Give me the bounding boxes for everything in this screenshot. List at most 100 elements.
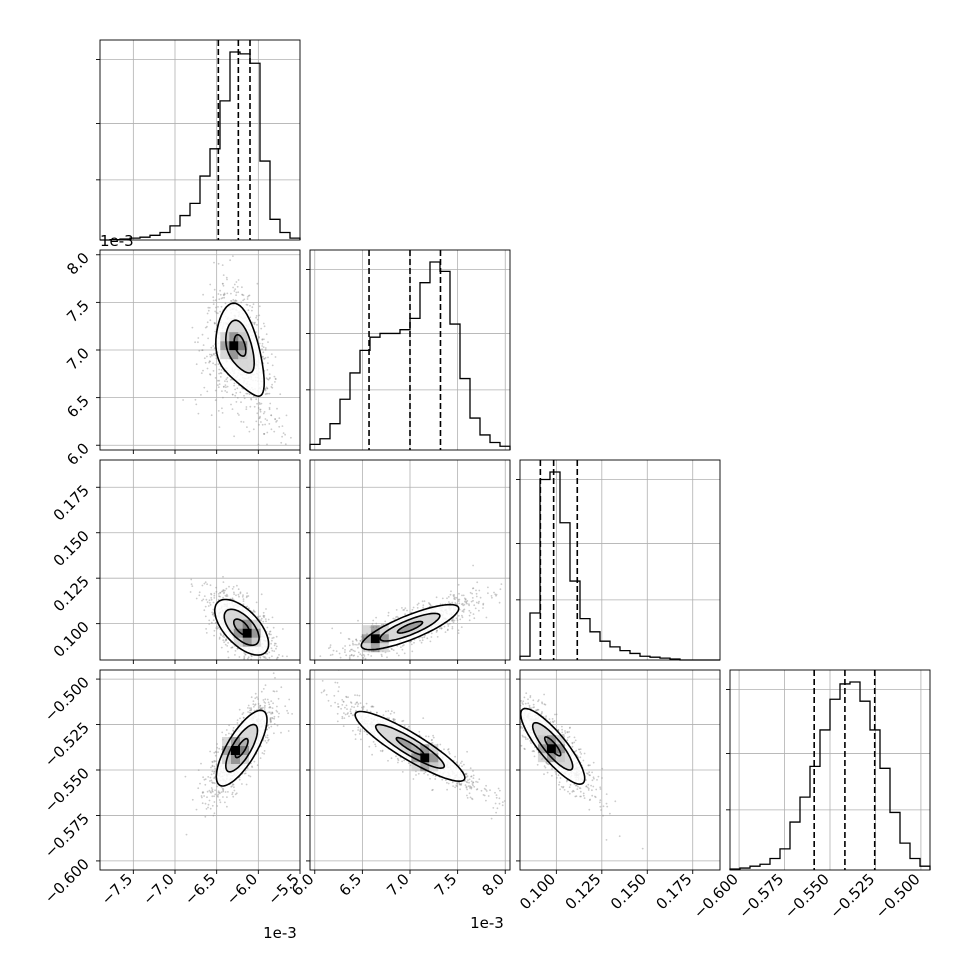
pair-3-0-sample: [242, 717, 245, 719]
pair-3-0-sample: [259, 704, 262, 707]
pair-3-0-sample: [228, 724, 231, 727]
pair-2-1-sample: [370, 655, 373, 657]
pair-1-0-sample: [245, 408, 248, 410]
pair-1-0-sample: [259, 403, 261, 405]
pair-3-1-sample: [303, 676, 305, 678]
pair-3-1-sample: [402, 719, 405, 722]
pair-2-0-sample: [207, 605, 210, 607]
pair-3-0-sample: [211, 765, 214, 768]
pair-2-1-sample: [451, 601, 454, 604]
pair-3-1-sample: [401, 760, 403, 763]
pair-3-2-sample: [568, 786, 571, 789]
pair-1-0-sample: [225, 378, 228, 381]
pair-3-0-sample: [214, 767, 217, 770]
pair-1-0-sample: [231, 393, 234, 396]
pair-2-1-sample: [453, 594, 456, 596]
pair-3-0-sample: [291, 713, 293, 715]
pair-1-0-sample: [247, 309, 250, 312]
pair-3-0-sample: [232, 729, 234, 732]
pair-1-0-sample: [212, 352, 215, 355]
pair-3-0-sample: [216, 795, 219, 797]
pair-2-1-sample: [356, 643, 358, 646]
pair-1-0-sample: [240, 420, 243, 423]
pair-1-0-sample: [204, 326, 207, 329]
pair-2-0-sample: [198, 591, 201, 594]
pair-2-0-sample: [210, 593, 213, 596]
pair-3-2-sample: [582, 794, 585, 797]
pair-3-1-sample: [427, 735, 430, 738]
pair-2-1-sample: [499, 588, 502, 591]
pair-3-2-sample: [614, 800, 617, 803]
pair-1-0-sample: [281, 435, 283, 438]
pair-2-0-sample: [238, 656, 241, 658]
pair-1-0-sample: [214, 299, 217, 302]
pair-3-0-sample: [259, 704, 262, 707]
pair-2-0-sample: [223, 592, 225, 595]
pair-1-0-sample: [237, 291, 240, 294]
pair-3-1-sample: [503, 800, 506, 802]
pair-2-1-sample: [468, 609, 471, 612]
pair-3-2-sample: [585, 785, 588, 788]
pair-1-0-sample: [261, 348, 263, 351]
pair-3-1-sample: [355, 709, 357, 712]
pair-3-0-sample: [219, 801, 222, 804]
pair-3-1-sample: [358, 694, 361, 697]
pair-1-0-sample: [206, 312, 209, 315]
pair-1-0-sample: [260, 327, 263, 330]
pair-3-0-sample: [219, 792, 221, 795]
pair-1-0-sample: [269, 377, 271, 379]
pair-3-0-sample: [287, 730, 290, 732]
pair-2-1-sample: [352, 643, 354, 646]
pair-3-2-sample: [599, 788, 602, 790]
pair-3-0-sample: [191, 798, 194, 801]
pair-2-0-sample: [195, 597, 198, 600]
pair-2-1-sample: [452, 619, 455, 621]
pair-3-0-sample: [268, 706, 271, 709]
pair-1-0-sample: [241, 293, 244, 296]
pair-3-0-sample: [268, 711, 270, 714]
pair-1-0-sample: [217, 363, 220, 366]
pair-3-1-sample: [337, 690, 340, 693]
pair-2-0-sample: [217, 626, 220, 629]
pair-3-0-sample: [268, 726, 270, 729]
pair-3-0-sample: [263, 752, 265, 755]
pair-3-1-sample: [472, 784, 474, 787]
pair-3-2-sample: [567, 790, 569, 793]
pair-2-1-sample: [395, 616, 397, 618]
pair-1-0-sample: [273, 430, 276, 433]
pair-3-0-sample: [209, 807, 212, 810]
pair-1-0-sample: [258, 417, 261, 420]
pair-3-0-sample: [218, 799, 221, 801]
pair-2-0-sample: [238, 595, 240, 598]
pair-2-0-sample: [234, 650, 237, 652]
pair-2-1-sample: [357, 619, 359, 622]
pair-2-1-sample: [494, 593, 497, 596]
pair-2-0-sample: [205, 632, 208, 634]
pair-3-0-sample: [217, 791, 220, 794]
pair-2-1-sample: [386, 656, 388, 659]
pair-2-1-sample: [364, 661, 366, 663]
pair-2-0-sample: [226, 593, 228, 596]
pair-3-0-sample: [259, 708, 262, 710]
pair-3-0-sample: [253, 709, 256, 712]
pair-3-0-sample: [217, 793, 220, 796]
pair-3-1-sample: [466, 750, 468, 753]
pair-1-0-sample: [243, 298, 246, 301]
pair-2-0-sample: [212, 601, 215, 604]
pair-2-0-sample: [222, 589, 225, 592]
pair-3-0-sample: [211, 790, 214, 793]
pair-3-1-sample: [355, 701, 358, 704]
pair-2-1-sample: [473, 604, 476, 607]
pair-2-1-sample: [403, 652, 406, 655]
pair-2-1-sample: [500, 583, 503, 585]
pair-1-0-sample: [258, 336, 260, 338]
pair-2-0-sample: [268, 656, 271, 659]
pair-2-1-sample: [454, 602, 457, 604]
pair-3-1-sample: [458, 764, 461, 767]
pair-3-1-sample: [476, 781, 479, 783]
pair-2-0-sample: [227, 650, 229, 653]
pair-3-0-sample: [263, 701, 266, 703]
pair-3-0-sample: [276, 711, 279, 713]
pair-3-0-sample: [211, 761, 214, 764]
pair-2-0-sample: [210, 592, 212, 595]
